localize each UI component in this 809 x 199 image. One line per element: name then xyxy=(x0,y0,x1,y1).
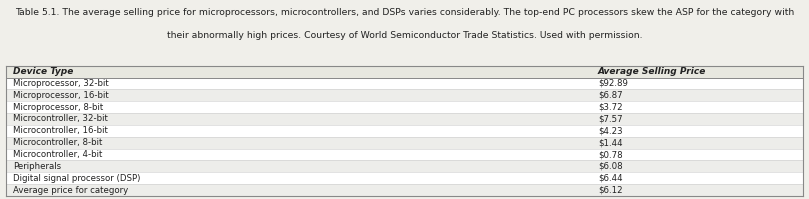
Text: $3.72: $3.72 xyxy=(598,103,623,112)
Bar xyxy=(6,113,803,125)
Text: their abnormally high prices. Courtesy of World Semiconductor Trade Statistics. : their abnormally high prices. Courtesy o… xyxy=(167,31,642,40)
Text: Microprocessor, 8-bit: Microprocessor, 8-bit xyxy=(13,103,104,112)
Bar xyxy=(6,78,803,89)
Bar xyxy=(6,149,803,160)
Text: Microcontroller, 4-bit: Microcontroller, 4-bit xyxy=(13,150,102,159)
Text: $1.44: $1.44 xyxy=(598,138,623,147)
Text: $6.44: $6.44 xyxy=(598,174,623,183)
Text: $6.87: $6.87 xyxy=(598,91,623,100)
Bar xyxy=(6,89,803,101)
Text: $6.12: $6.12 xyxy=(598,186,623,195)
Text: Table 5.1. The average selling price for microprocessors, microcontrollers, and : Table 5.1. The average selling price for… xyxy=(15,8,794,17)
Text: $7.57: $7.57 xyxy=(598,114,623,124)
Bar xyxy=(6,101,803,113)
Bar xyxy=(6,137,803,149)
Text: $92.89: $92.89 xyxy=(598,79,628,88)
Text: Digital signal processor (DSP): Digital signal processor (DSP) xyxy=(13,174,140,183)
Text: $4.23: $4.23 xyxy=(598,126,623,135)
Text: Microcontroller, 32-bit: Microcontroller, 32-bit xyxy=(13,114,108,124)
Text: Average Selling Price: Average Selling Price xyxy=(598,67,706,76)
Text: $6.08: $6.08 xyxy=(598,162,623,171)
Bar xyxy=(6,66,803,78)
Text: Microprocessor, 32-bit: Microprocessor, 32-bit xyxy=(13,79,108,88)
Bar xyxy=(6,125,803,137)
Text: $0.78: $0.78 xyxy=(598,150,623,159)
Bar xyxy=(6,66,803,196)
Bar xyxy=(6,184,803,196)
Text: Average price for category: Average price for category xyxy=(13,186,128,195)
Text: Device Type: Device Type xyxy=(13,67,74,76)
Text: Microcontroller, 8-bit: Microcontroller, 8-bit xyxy=(13,138,102,147)
Bar xyxy=(6,160,803,172)
Text: Peripherals: Peripherals xyxy=(13,162,61,171)
Text: Microprocessor, 16-bit: Microprocessor, 16-bit xyxy=(13,91,108,100)
Text: Microcontroller, 16-bit: Microcontroller, 16-bit xyxy=(13,126,108,135)
Bar xyxy=(6,172,803,184)
